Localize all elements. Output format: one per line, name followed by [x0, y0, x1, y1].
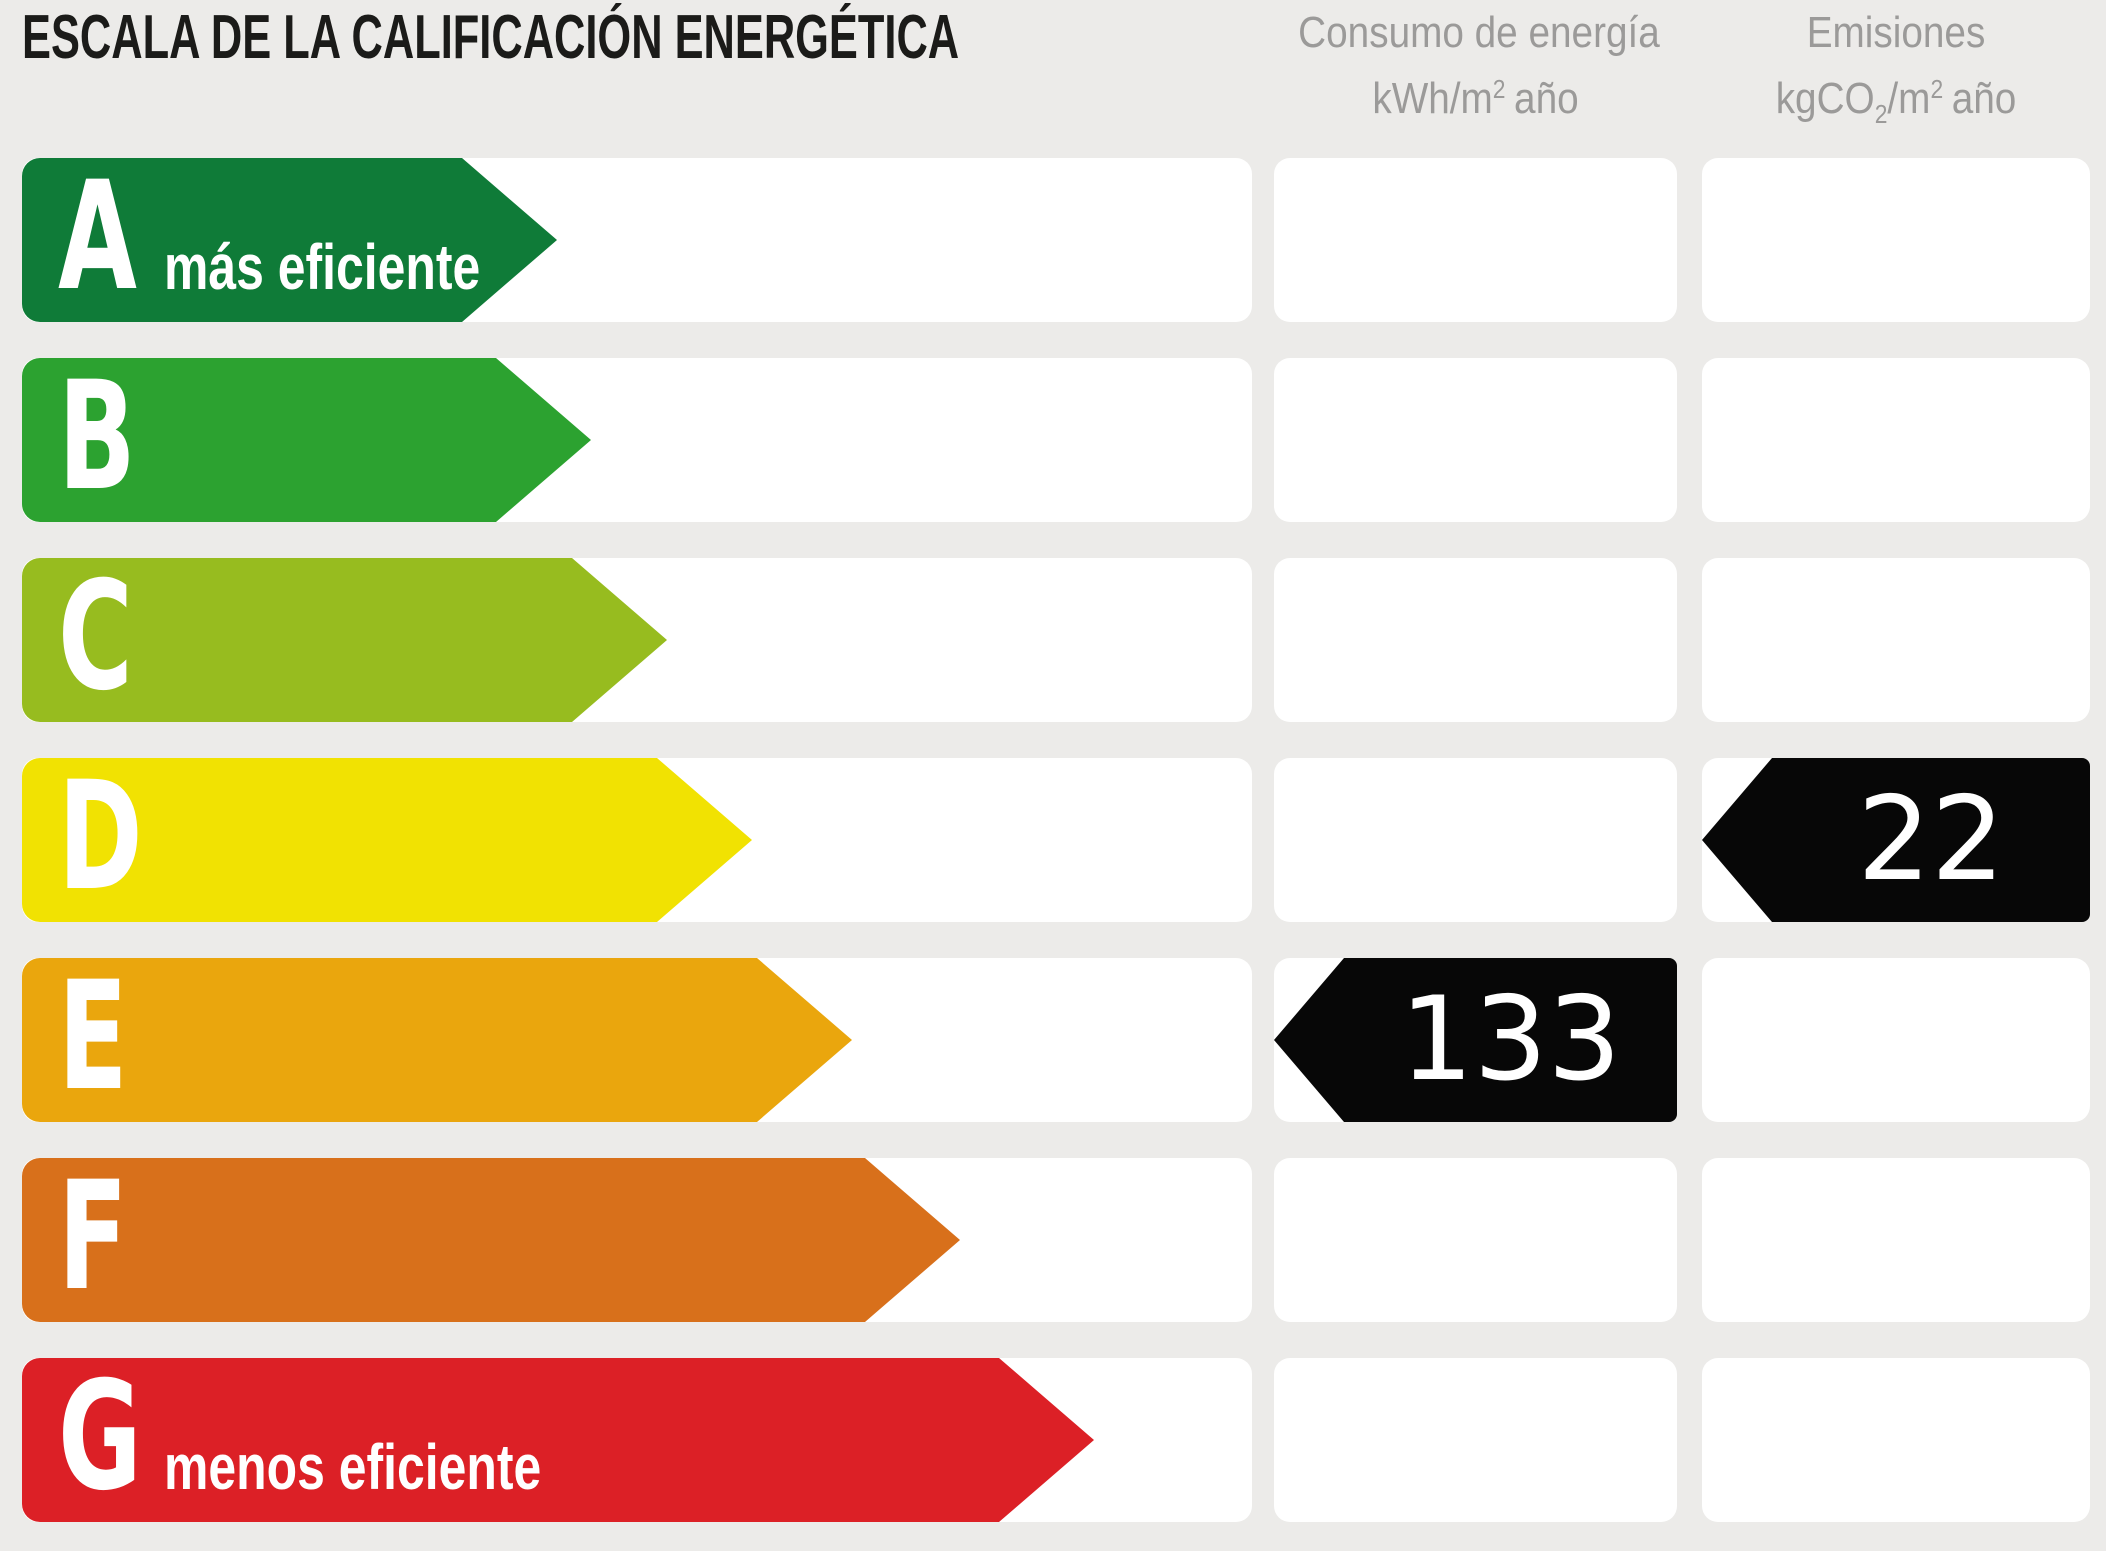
rating-bar-a: A más eficiente [22, 158, 557, 322]
consumption-cell [1274, 558, 1677, 722]
rating-bar-b: B [22, 358, 591, 522]
emissions-cell [1702, 158, 2090, 322]
emissions-cell [1702, 1158, 2090, 1322]
unit-text: año [1514, 74, 1579, 123]
rating-row-d: D 22 [0, 758, 2106, 922]
emissions-marker-value: 22 [1857, 772, 2005, 907]
rating-bar-g: G menos eficiente [22, 1358, 1094, 1522]
emissions-marker-arrow: 22 [1702, 758, 2090, 922]
rating-letter-e: E [58, 950, 128, 1124]
rating-row-g: G menos eficiente [0, 1358, 2106, 1522]
column-header-consumption: Consumo de energía kWh/m2 año [1298, 4, 1660, 127]
rating-letter-g: G [58, 1350, 142, 1524]
consumption-header-title: Consumo de energía [1298, 8, 1660, 57]
consumption-cell [1274, 158, 1677, 322]
page-title: ESCALA DE LA CALIFICACIÓN ENERGÉTICA [22, 3, 960, 72]
rating-letter-b: B [58, 350, 136, 524]
least-efficient-note: menos eficiente [164, 1431, 542, 1503]
rating-row-b: B [0, 358, 2106, 522]
consumption-header-unit: kWh/m2 año [1298, 61, 1653, 127]
emissions-cell [1702, 1358, 2090, 1522]
unit-superscript: 2 [1930, 74, 1944, 104]
consumption-marker-value: 133 [1399, 972, 1622, 1107]
consumption-cell [1274, 1358, 1677, 1522]
unit-text: /m [1887, 74, 1931, 123]
rating-letter-d: D [58, 750, 143, 924]
consumption-marker-arrow: 133 [1274, 958, 1677, 1122]
unit-text: año [1951, 74, 2017, 123]
consumption-cell [1274, 358, 1677, 522]
rating-bar-f: F [22, 1158, 960, 1322]
emissions-header-title: Emisiones [1806, 8, 1986, 57]
unit-text: kgCO [1775, 74, 1875, 123]
rating-row-e: E 133 [0, 958, 2106, 1122]
emissions-cell [1702, 358, 2090, 522]
rating-letter-a: A [58, 150, 137, 324]
rating-letter-c: C [58, 550, 133, 724]
unit-subscript: 2 [1874, 99, 1888, 129]
emissions-cell [1702, 558, 2090, 722]
emissions-cell [1702, 958, 2090, 1122]
rating-row-f: F [0, 1158, 2106, 1322]
rating-row-c: C [0, 558, 2106, 722]
column-header-emissions: Emisiones kgCO2/m2 año [1725, 4, 2066, 143]
rating-bar-d: D [22, 758, 752, 922]
emissions-header-unit: kgCO2/m2 año [1725, 61, 2066, 143]
unit-superscript: 2 [1492, 74, 1506, 104]
rating-bar-e: E [22, 958, 852, 1122]
consumption-cell [1274, 1158, 1677, 1322]
consumption-cell [1274, 758, 1677, 922]
rating-bar-c: C [22, 558, 667, 722]
most-efficient-note: más eficiente [164, 231, 481, 303]
rating-letter-f: F [58, 1150, 128, 1324]
unit-text: kWh/m [1372, 74, 1493, 123]
rating-row-a: A más eficiente [0, 158, 2106, 322]
